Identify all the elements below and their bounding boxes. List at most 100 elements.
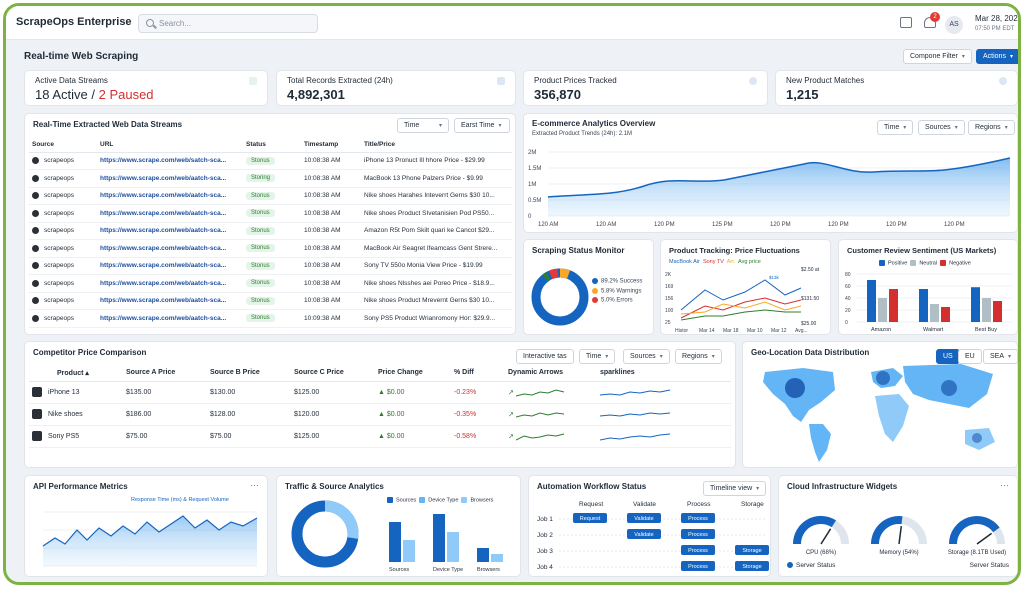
column-header[interactable]: Source B Price <box>207 365 291 382</box>
url-cell[interactable]: https://www.scrape.com/web/aatch-sca... <box>97 292 243 310</box>
column-header[interactable]: sparklines <box>597 365 731 382</box>
message-icon[interactable] <box>900 17 912 28</box>
tab-us[interactable]: US <box>936 349 960 364</box>
gauge-fill <box>949 516 1000 545</box>
traffic-donut-light <box>291 500 359 568</box>
pct-diff-cell: -0.35% <box>451 403 505 426</box>
url-link[interactable]: https://www.scrape.com/web/aatch-sca... <box>100 244 227 252</box>
workflow-step-label: Validate <box>634 516 653 522</box>
url-link[interactable]: https://www.scrape.com/web/aatch-sca... <box>100 279 227 287</box>
time-filter-dropdown[interactable]: Time ▾ <box>877 120 914 135</box>
table-row[interactable]: scrapeops https://www.scrape.com/web/aat… <box>29 169 512 188</box>
url-cell[interactable]: https://www.scrape.com/web/aatch-sca... <box>97 204 243 223</box>
timeline-view-dropdown[interactable]: Timeline view ▾ <box>703 481 767 496</box>
status-badge: Stonus <box>246 279 275 288</box>
table-row[interactable]: scrapeops https://www.scrape.com/web/aat… <box>29 187 512 205</box>
legend-label: Device Type <box>428 497 459 504</box>
source-text: scrapeops <box>44 244 74 252</box>
url-cell[interactable]: https://www.scrape.com/web/aatch-sca... <box>97 239 243 258</box>
kpi-value: 356,870 <box>534 87 581 102</box>
product-cell: Nike shoes <box>29 403 123 426</box>
dynamic-arrow-cell: ↗ <box>505 403 597 426</box>
table-row[interactable]: scrapeops https://www.scrape.com/web/aat… <box>29 204 512 223</box>
status-cell: Stonus <box>243 222 301 240</box>
url-link[interactable]: https://www.scrape.com/web/aatch-sca... <box>100 209 227 217</box>
earliest-time-dropdown[interactable]: Earst Time ▾ <box>454 118 510 133</box>
avatar[interactable]: AS <box>945 16 963 34</box>
annotation: $25.00 <box>801 321 817 327</box>
table-row[interactable]: scrapeops https://www.scrape.com/web/aat… <box>29 292 512 310</box>
column-header[interactable]: Timestamp <box>301 138 361 153</box>
column-header[interactable]: % Diff <box>451 365 505 382</box>
table-row[interactable]: scrapeops https://www.scrape.com/web/aat… <box>29 309 512 328</box>
column-header[interactable]: Status <box>243 138 301 153</box>
url-cell[interactable]: https://www.scrape.com/web/aatch-sca... <box>97 187 243 205</box>
tab-label: SEA <box>990 353 1005 360</box>
y-tick-label: 0.5M <box>528 198 541 204</box>
url-link[interactable]: https://www.scrape.com/web/aatch-sca... <box>100 192 227 200</box>
url-cell[interactable]: https://www.scrape.com/web/satch-sca... <box>97 152 243 170</box>
url-cell[interactable]: https://www.scrape.com/web/aatch-sca... <box>97 309 243 328</box>
tab-sea[interactable]: SEA ▾ <box>983 349 1018 364</box>
column-header[interactable]: Source <box>29 138 97 153</box>
workflow-step <box>627 513 661 523</box>
app-frame: ScrapeOps Enterprise Search... 2 AS Mar … <box>3 3 1021 585</box>
time-filter-dropdown[interactable]: Time ▾ <box>397 118 449 133</box>
workflow-step <box>681 545 715 555</box>
url-link[interactable]: https://www.scrape.com/web/aatch-sca... <box>100 174 227 182</box>
tab-eu[interactable]: EU <box>958 349 982 364</box>
url-cell[interactable]: https://www.scrape.com/web/aatch-sca... <box>97 169 243 188</box>
table-row[interactable]: scrapeops https://www.scrape.com/web/aat… <box>29 222 512 240</box>
regions-filter-dropdown[interactable]: Regions ▾ <box>968 120 1015 135</box>
legend-label: Negative <box>949 260 971 267</box>
url-link[interactable]: https://www.scrape.com/web/satch-sca... <box>100 157 227 165</box>
regions-filter-dropdown[interactable]: Regions ▾ <box>675 349 722 364</box>
legend-swatch <box>592 287 598 294</box>
source-cell: scrapeops <box>29 222 97 240</box>
table-row[interactable]: iPhone 13 $135.00 $130.00 $125.00 ▲ $0.0… <box>29 381 731 404</box>
url-link[interactable]: https://www.scrape.com/web/aatch-sca... <box>100 314 227 322</box>
table-row[interactable]: Nike shoes $186.00 $128.00 $120.00 ▲ $0.… <box>29 403 731 426</box>
category-label: Sources <box>389 567 409 573</box>
arrow-sparkline <box>515 411 564 417</box>
table-row[interactable]: scrapeops https://www.scrape.com/web/aat… <box>29 274 512 293</box>
filter-label: Time <box>884 124 900 131</box>
table-row[interactable]: Sony PS5 $75.00 $75.00 $125.00 ▲ $0.00 -… <box>29 425 731 448</box>
title-cell: iPhone 13 Pronuct Ill hhore Price - $29.… <box>361 152 512 170</box>
more-icon[interactable]: ··· <box>250 480 259 490</box>
column-header[interactable]: URL <box>97 138 243 153</box>
url-cell[interactable]: https://www.scrape.com/web/aatch-sca... <box>97 274 243 293</box>
sources-filter-dropdown[interactable]: Sources ▾ <box>918 120 965 135</box>
legend-swatch <box>879 260 885 266</box>
y-tick-label: 2M <box>528 150 536 156</box>
more-icon[interactable]: ··· <box>1000 480 1009 490</box>
table-row[interactable]: scrapeops https://www.scrape.com/web/sat… <box>29 152 512 170</box>
url-link[interactable]: https://www.scrape.com/web/aatch-sca... <box>100 262 227 270</box>
column-header[interactable]: Source C Price <box>291 365 375 382</box>
pct-diff-cell: -0.23% <box>451 381 505 404</box>
url-link[interactable]: https://www.scrape.com/web/aatch-sca... <box>100 227 227 235</box>
x-tick-label: Mar 14 <box>699 328 715 334</box>
legend-macbook: MacBook Air <box>669 259 700 265</box>
price-fluctuation-card: Product Tracking: Price Fluctuations Mac… <box>660 239 831 335</box>
url-link[interactable]: https://www.scrape.com/web/aatch-sca... <box>100 297 227 305</box>
column-header[interactable]: Source A Price <box>123 365 207 382</box>
time-filter-dropdown[interactable]: Time ▾ <box>579 349 616 364</box>
table-row[interactable]: scrapeops https://www.scrape.com/web/aat… <box>29 239 512 258</box>
status-cell: Stonus <box>243 292 301 310</box>
column-header[interactable]: Title/Price <box>361 138 512 153</box>
table-row[interactable]: scrapeops https://www.scrape.com/web/aat… <box>29 257 512 275</box>
source-b-cell: $130.00 <box>207 381 291 404</box>
search-input[interactable]: Search... <box>138 14 318 33</box>
column-header[interactable]: Product ▴ <box>29 365 123 382</box>
url-cell[interactable]: https://www.scrape.com/web/aatch-sca... <box>97 257 243 275</box>
actions-button[interactable]: Actions ▾ <box>976 49 1018 64</box>
category-label: Browsers <box>477 567 500 573</box>
interactive-tables-button[interactable]: Interactive tas <box>516 349 574 364</box>
column-header[interactable]: Dynamic Arrows <box>505 365 597 382</box>
url-cell[interactable]: https://www.scrape.com/web/aatch-sca... <box>97 222 243 240</box>
column-header[interactable]: Price Change <box>375 365 451 382</box>
component-filter-dropdown[interactable]: Compone Filter ▾ <box>903 49 972 64</box>
sources-filter-dropdown[interactable]: Sources ▾ <box>623 349 670 364</box>
component-filter-label: Compone Filter <box>910 53 958 60</box>
